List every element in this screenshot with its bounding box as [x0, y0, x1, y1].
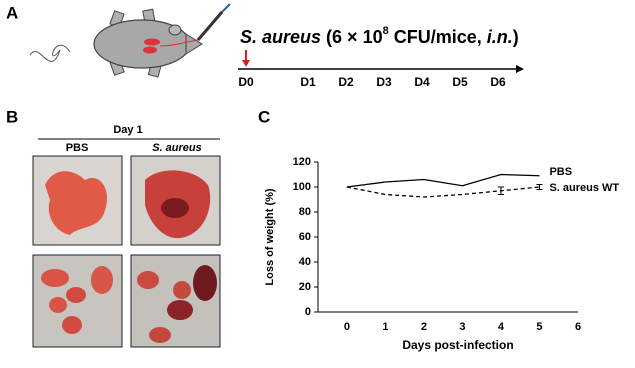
timeline-label: D3	[376, 75, 392, 89]
weight-chart: 0 20 40 60 80 100 120 0 1 2 3 4 5 6 Days post-infectio…	[264, 156, 620, 352]
y-tick-label: 60	[299, 231, 311, 243]
y-tick-label: 20	[299, 281, 311, 293]
x-tick-label: 6	[575, 321, 581, 333]
x-tick-label: 3	[459, 321, 465, 333]
title-part: 8	[383, 25, 389, 37]
title-part: i.n.	[487, 27, 513, 47]
y-tick-label: 120	[293, 156, 311, 168]
x-tick-label: 2	[421, 321, 427, 333]
lung-photos	[32, 155, 221, 348]
data-line	[346, 173, 540, 188]
legend-label: S. aureus WT	[549, 182, 619, 194]
title-part: (6 × 10	[321, 27, 383, 47]
timeline-arrowhead	[516, 65, 524, 73]
legend-label: PBS	[549, 166, 572, 178]
title-part: CFU/mice,	[389, 27, 487, 47]
group-header: Day 1	[113, 124, 142, 136]
treatment-title: S. aureus (6 × 108 CFU/mice, i.n.)	[240, 25, 519, 47]
y-tick-label: 40	[299, 256, 311, 268]
y-tick-label: 0	[305, 306, 311, 318]
x-tick-label: 0	[344, 321, 350, 333]
timeline-label: D4	[414, 75, 430, 89]
timeline-label: D6	[490, 75, 506, 89]
x-tick-label: 1	[382, 321, 388, 333]
error-bar	[536, 184, 543, 190]
panel-label: C	[258, 107, 270, 126]
panel-label: B	[6, 107, 18, 126]
data-line	[346, 186, 540, 198]
timeline-label: D2	[338, 75, 354, 89]
timeline-labels: D0 D1 D2 D3 D4 D5 D6	[238, 75, 506, 89]
y-tick-label: 100	[293, 181, 311, 193]
title-part: )	[513, 27, 519, 47]
title-part: S. aureus	[240, 27, 321, 47]
column-label: S. aureus	[152, 142, 202, 154]
x-axis-label: Days post-infection	[402, 338, 513, 352]
mouse-illustration	[29, 3, 231, 78]
y-axis-label: Loss of weight (%)	[264, 188, 276, 286]
panel-label: A	[6, 3, 18, 22]
timeline-label: D5	[452, 75, 468, 89]
injection-arrowhead	[242, 60, 250, 67]
error-bar	[497, 186, 504, 195]
x-tick-label: 5	[536, 321, 542, 333]
column-label: PBS	[66, 142, 89, 154]
timeline-label: D1	[300, 75, 316, 89]
x-tick-label: 4	[498, 321, 505, 333]
timeline-label: D0	[238, 75, 254, 89]
y-tick-label: 80	[299, 206, 311, 218]
